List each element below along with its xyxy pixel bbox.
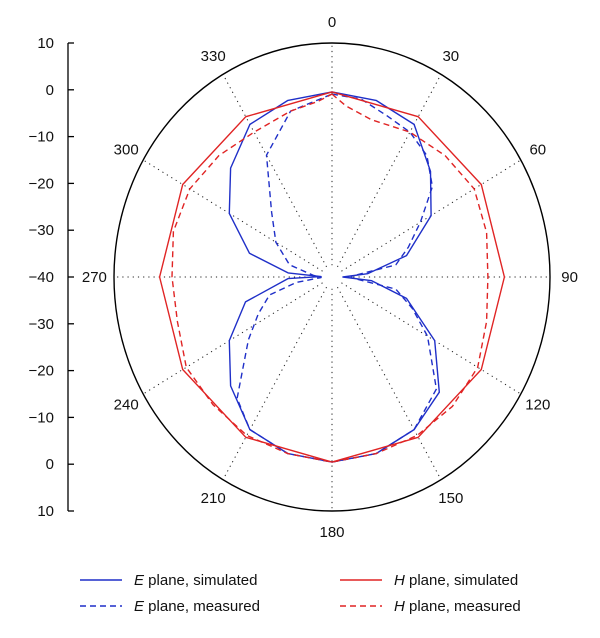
angle-tick-label: 270 bbox=[82, 269, 107, 286]
legend-label: H plane, measured bbox=[394, 598, 521, 615]
spoke-210 bbox=[222, 286, 327, 480]
series-line-0 bbox=[228, 91, 440, 463]
series-line-2 bbox=[158, 91, 506, 463]
radial-tick-label: −40 bbox=[29, 269, 54, 286]
series-layer bbox=[158, 91, 506, 463]
series-line-1 bbox=[236, 93, 438, 463]
angle-tick-label: 330 bbox=[201, 48, 226, 65]
spoke-330 bbox=[222, 74, 327, 268]
outer-ring bbox=[113, 42, 551, 512]
radial-tick-label: −10 bbox=[29, 409, 54, 426]
angle-tick-label: 210 bbox=[201, 490, 226, 507]
radial-axis: 10 0 −10 −20 −30 −40 −30 −20 −10 0 10 bbox=[29, 35, 74, 520]
angle-tick-label: 300 bbox=[114, 142, 139, 159]
angle-tick-label: 90 bbox=[561, 269, 578, 286]
angle-tick-label: 240 bbox=[114, 397, 139, 414]
spoke-120 bbox=[341, 282, 522, 395]
angle-tick-label: 180 bbox=[319, 524, 344, 541]
radial-tick-label: 10 bbox=[37, 35, 54, 52]
spoke-30 bbox=[337, 74, 442, 268]
grid-layer bbox=[114, 43, 550, 511]
radial-tick-label: −20 bbox=[29, 175, 54, 192]
angle-labels: 0 30 60 90 120 150 180 210 240 270 300 330 bbox=[82, 14, 578, 541]
spoke-300 bbox=[142, 159, 323, 272]
radial-tick-label: −20 bbox=[29, 363, 54, 380]
legend-label: H plane, simulated bbox=[394, 572, 518, 589]
angle-tick-label: 120 bbox=[525, 397, 550, 414]
legend-label: E plane, measured bbox=[134, 598, 260, 615]
radial-tick-label: −10 bbox=[29, 129, 54, 146]
angle-tick-label: 0 bbox=[328, 14, 336, 31]
angle-tick-label: 60 bbox=[529, 142, 546, 159]
spoke-240 bbox=[142, 282, 323, 395]
outer-layer bbox=[113, 42, 551, 512]
radial-tick-label: 10 bbox=[37, 503, 54, 520]
radial-tick-label: −30 bbox=[29, 316, 54, 333]
angle-tick-label: 150 bbox=[438, 490, 463, 507]
legend: E plane, simulated E plane, measured H pla… bbox=[80, 572, 521, 615]
spoke-150 bbox=[337, 286, 442, 480]
radial-tick-label: 0 bbox=[46, 82, 54, 99]
series-line-3 bbox=[171, 93, 489, 463]
angle-tick-label: 30 bbox=[442, 48, 459, 65]
radial-tick-label: 0 bbox=[46, 456, 54, 473]
radial-tick-label: −30 bbox=[29, 222, 54, 239]
legend-label: E plane, simulated bbox=[134, 572, 257, 589]
